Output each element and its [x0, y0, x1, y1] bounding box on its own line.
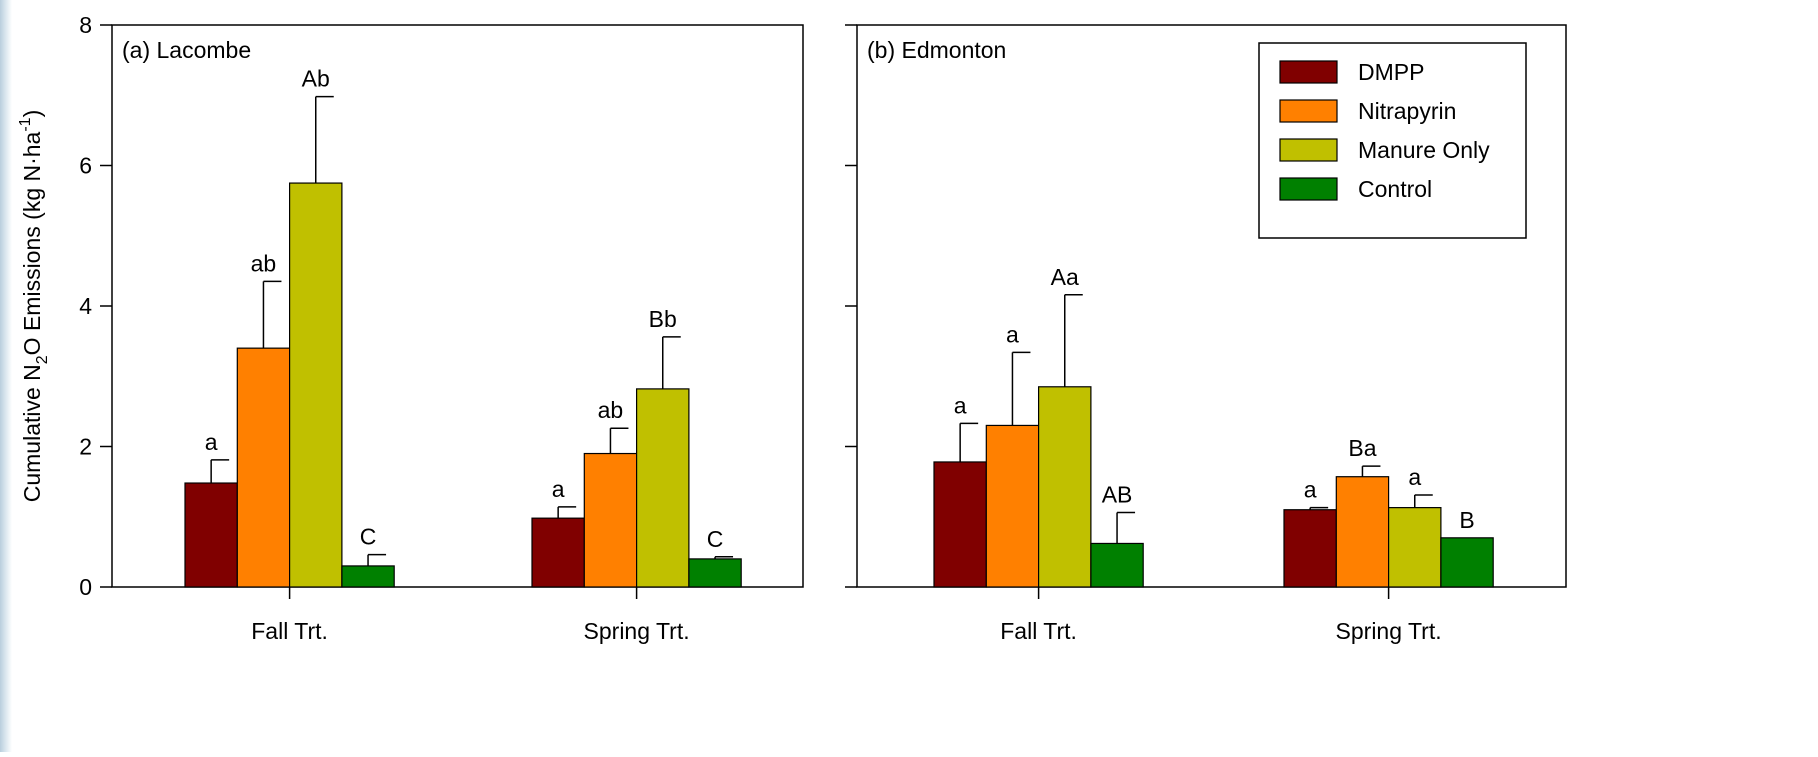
bar-control [688, 558, 742, 588]
y-tick-label: 0 [79, 574, 92, 600]
bar-manure-only [289, 182, 343, 588]
significance-label: ab [251, 250, 277, 276]
x-tick-label: Spring Trt. [1336, 618, 1442, 644]
legend-swatch [1279, 177, 1338, 201]
significance-label: AB [1102, 482, 1133, 508]
significance-label: Ba [1348, 435, 1376, 461]
x-tick-label: Fall Trt. [251, 618, 328, 644]
significance-label: C [360, 524, 377, 550]
legend-label: Control [1358, 176, 1432, 202]
y-axis-label-part: Cumulative N [19, 364, 45, 502]
significance-label: B [1459, 507, 1474, 533]
bar-nitrapyrin [236, 347, 291, 588]
y-tick-label: 2 [79, 434, 92, 460]
panel-title: (b) Edmonton [867, 37, 1006, 63]
legend-swatch [1279, 99, 1338, 123]
bar-dmpp [933, 461, 987, 588]
bar-dmpp [531, 517, 585, 588]
y-tick-label: 6 [79, 153, 92, 179]
bar-nitrapyrin [583, 452, 638, 588]
legend-swatch [1279, 138, 1338, 162]
y-axis-label-subscript: 2 [34, 355, 51, 364]
significance-label: a [205, 429, 218, 455]
significance-label: Bb [649, 306, 677, 332]
legend-label: DMPP [1358, 59, 1424, 85]
significance-label: a [552, 476, 565, 502]
bar-dmpp [1283, 509, 1337, 588]
y-axis-label: Cumulative N2O Emissions (kg N·ha-1) [17, 110, 51, 503]
y-tick-label: 4 [79, 293, 92, 319]
bar-nitrapyrin [985, 424, 1040, 588]
y-tick-label: 8 [79, 12, 92, 38]
significance-label: Aa [1051, 264, 1079, 290]
significance-label: a [1408, 464, 1421, 490]
bar-manure-only [635, 388, 690, 588]
bar-dmpp [184, 482, 238, 588]
x-tick-label: Spring Trt. [584, 618, 690, 644]
legend-label: Manure Only [1358, 137, 1490, 163]
legend: DMPP Nitrapyrin Manure Only Control [1258, 42, 1527, 239]
bar-manure-only [1037, 386, 1092, 588]
significance-label: a [1304, 477, 1317, 503]
significance-label: a [954, 392, 967, 418]
y-axis-label-part: ) [19, 110, 45, 118]
decorative-edge-strip [0, 0, 12, 752]
bar-manure-only [1387, 507, 1442, 588]
legend-label: Nitrapyrin [1358, 98, 1456, 124]
bar-control [341, 565, 395, 588]
y-axis-label-part: O Emissions (kg N·ha [19, 131, 45, 355]
significance-label: C [707, 526, 724, 552]
significance-label: ab [598, 397, 624, 423]
y-axis-label-superscript: -1 [17, 117, 34, 131]
significance-label: Ab [302, 66, 330, 92]
x-tick-label: Fall Trt. [1000, 618, 1077, 644]
legend-swatch [1279, 60, 1338, 84]
panel-title: (a) Lacombe [122, 37, 251, 63]
bar-control [1090, 542, 1144, 588]
significance-label: a [1006, 321, 1019, 347]
bar-control [1440, 537, 1494, 588]
bar-nitrapyrin [1335, 476, 1390, 588]
